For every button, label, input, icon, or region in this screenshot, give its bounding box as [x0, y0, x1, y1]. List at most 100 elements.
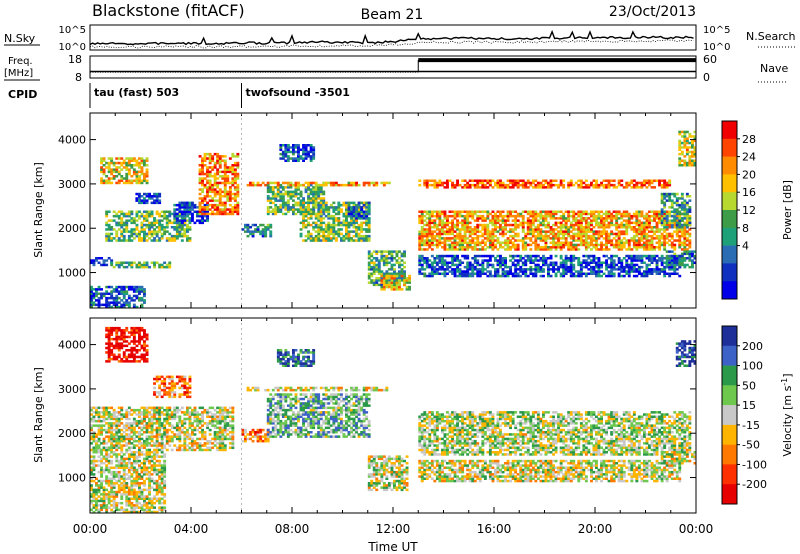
power-cell	[516, 272, 520, 275]
power-cell	[448, 237, 452, 240]
power-cell	[607, 226, 611, 229]
power-cell	[468, 221, 472, 225]
power-cell	[340, 223, 343, 227]
power-cell	[627, 239, 631, 242]
power-cell	[461, 261, 465, 264]
power-cell	[329, 217, 333, 220]
power-cell	[590, 212, 593, 216]
power-cell	[569, 181, 573, 185]
power-cell	[597, 257, 601, 260]
power-cell	[307, 183, 310, 187]
power-cell	[319, 208, 323, 211]
power-cell	[276, 199, 280, 202]
power-cell	[519, 254, 523, 258]
power-cell	[499, 232, 502, 236]
power-cell	[441, 259, 444, 262]
power-cell	[365, 234, 369, 238]
power-cell	[665, 263, 669, 267]
power-cell	[680, 223, 684, 227]
power-cell	[302, 219, 305, 222]
power-cell	[180, 206, 184, 209]
power-cell	[180, 214, 184, 218]
power-cell	[579, 237, 583, 240]
power-cell	[481, 246, 485, 249]
power-cell	[201, 183, 204, 187]
power-cell	[610, 274, 614, 278]
power-cell	[648, 259, 651, 262]
power-cell	[685, 230, 689, 233]
power-cell	[632, 241, 636, 244]
power-cell	[377, 261, 381, 264]
velocity-cell	[100, 466, 103, 469]
power-cell	[529, 237, 533, 240]
power-cell	[334, 230, 338, 233]
power-cell	[691, 144, 694, 147]
power-cell	[466, 248, 470, 251]
power-cell	[145, 159, 149, 162]
power-cell	[357, 201, 361, 205]
power-cell	[564, 232, 568, 236]
power-cell	[355, 208, 358, 211]
power-cell	[607, 237, 611, 240]
power-cell	[658, 241, 661, 244]
power-cell	[678, 274, 682, 278]
power-cell	[494, 219, 497, 222]
power-cell	[175, 228, 179, 231]
power-cell	[542, 186, 545, 189]
power-cell	[286, 195, 290, 198]
power-cell	[584, 254, 588, 258]
power-cell	[428, 183, 432, 187]
power-cell	[473, 230, 477, 233]
power-cell	[569, 223, 573, 227]
velocity-cell	[102, 455, 106, 458]
power-cell	[531, 179, 535, 182]
power-cell	[521, 270, 525, 273]
power-cell	[554, 241, 558, 244]
power-cell	[370, 252, 374, 256]
power-cell	[516, 261, 520, 264]
power-cell	[481, 181, 485, 185]
power-cell	[519, 239, 523, 242]
power-cell	[590, 219, 593, 222]
power-cell	[228, 166, 232, 169]
power-cell	[138, 217, 141, 220]
power-cell	[370, 259, 374, 262]
power-cell	[602, 272, 606, 275]
power-cell	[110, 305, 114, 309]
power-cell	[138, 232, 141, 236]
power-cell	[236, 212, 240, 216]
velocity-cell	[100, 506, 103, 509]
power-cell	[360, 210, 364, 213]
power-cell	[539, 223, 543, 227]
power-cell	[600, 274, 603, 278]
power-cell	[476, 223, 480, 227]
power-cell	[554, 221, 558, 225]
power-cell	[317, 219, 321, 222]
power-cell	[478, 268, 482, 271]
power-cell	[304, 152, 308, 156]
power-cell	[519, 274, 523, 278]
power-cell	[198, 203, 202, 207]
power-cell	[534, 241, 538, 244]
power-cell	[584, 226, 588, 229]
power-cell	[97, 299, 101, 302]
power-cell	[577, 232, 581, 236]
power-cell	[433, 179, 437, 182]
velocity-cell	[90, 508, 93, 512]
power-cell	[360, 223, 364, 227]
power-cell	[673, 223, 677, 227]
power-cell	[150, 214, 154, 218]
velocity-cell	[95, 497, 98, 500]
velocity-cell	[102, 462, 106, 465]
power-cell	[678, 241, 682, 244]
power-cell	[617, 230, 621, 233]
power-cell	[284, 201, 288, 205]
power-cell	[496, 219, 500, 222]
power-cell	[668, 265, 672, 269]
velocity-cell	[105, 457, 109, 461]
power-cell	[572, 246, 576, 249]
noise-left-tick-top: 10^5	[59, 25, 86, 36]
power-cell	[380, 250, 384, 253]
power-cell	[112, 177, 116, 180]
power-cell	[463, 241, 467, 244]
